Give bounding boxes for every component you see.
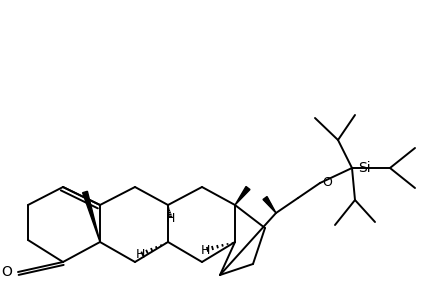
Text: O: O xyxy=(322,177,332,189)
Text: H: H xyxy=(165,212,175,224)
Polygon shape xyxy=(263,196,276,213)
Polygon shape xyxy=(83,191,100,242)
Text: Si: Si xyxy=(358,161,371,175)
Polygon shape xyxy=(235,186,250,205)
Text: H: H xyxy=(200,244,210,257)
Text: O: O xyxy=(1,265,12,279)
Text: H: H xyxy=(135,248,145,261)
